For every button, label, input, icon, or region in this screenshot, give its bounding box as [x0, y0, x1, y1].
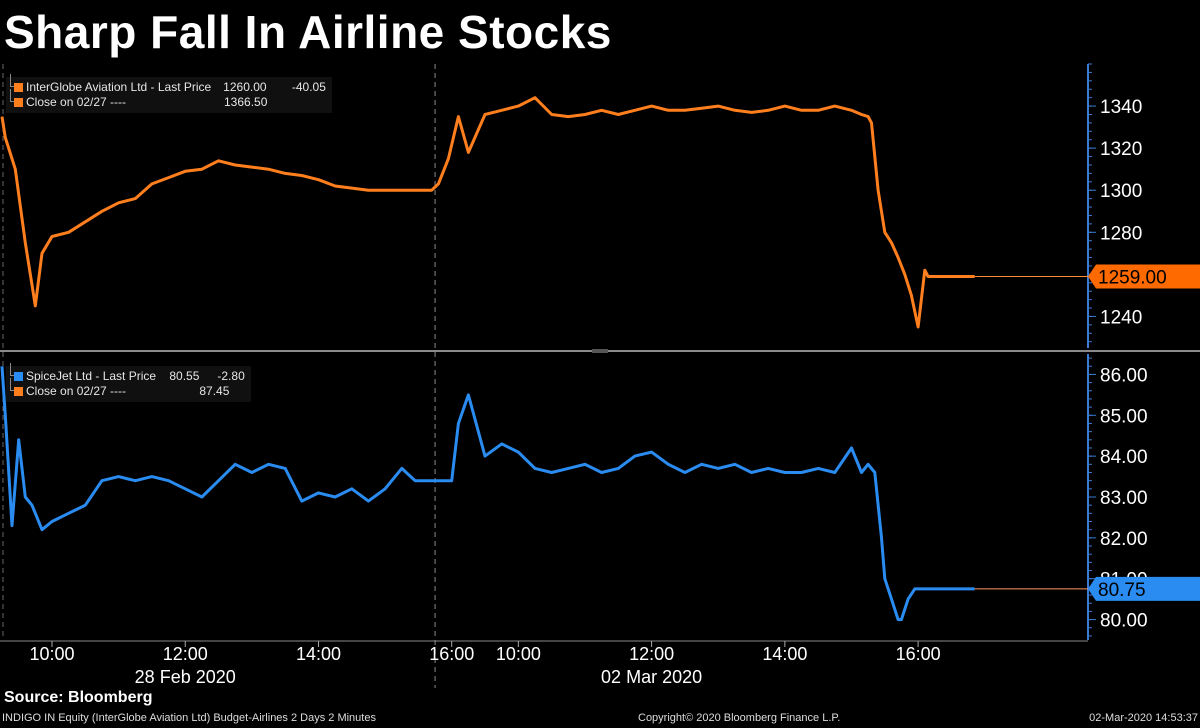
last-value-label-interglobe: 1259.00: [1098, 267, 1167, 288]
chart-title: Sharp Fall In Airline Stocks: [4, 6, 612, 58]
legend-row-series: InterGlobe Aviation Ltd - Last Price 126…: [10, 74, 326, 95]
axes-layer: [0, 63, 1096, 647]
legend-swatch-orange: [14, 83, 23, 92]
legend-series-label: InterGlobe Aviation Ltd - Last Price: [26, 80, 212, 94]
last-value-tag-spicejet: [1088, 576, 1200, 601]
legend-series-value: 1260.00: [223, 80, 267, 94]
x-tick-label: 10:00: [29, 644, 74, 664]
footer-copyright: Copyright© 2020 Bloomberg Finance L.P.: [638, 712, 841, 724]
y-tick-label: 85.00: [1100, 406, 1148, 427]
x-day-label: 02 Mar 2020: [601, 667, 702, 687]
source-note: Source: Bloomberg: [4, 689, 153, 706]
legend-series-change: -40.05: [291, 80, 326, 94]
series-line-spicejet: [0, 366, 975, 622]
legend-swatch-blue: [14, 372, 23, 381]
legend-spicejet: SpiceJet Ltd - Last Price 80.55 -2.80 Cl…: [6, 363, 251, 402]
legend-close-value: 87.45: [199, 384, 230, 398]
labels-layer: 1240126012801300132013401259.0080.0081.0…: [29, 97, 1200, 687]
legend-series-label: SpiceJet Ltd - Last Price: [26, 369, 157, 383]
y-tick-label: 1300: [1100, 181, 1142, 202]
grid-layer: [0, 64, 1200, 688]
x-tick-label: 16:00: [896, 644, 941, 664]
y-tick-label: 80.00: [1100, 611, 1148, 632]
last-value-label-spicejet: 80.75: [1098, 580, 1146, 601]
x-tick-label: 14:00: [762, 644, 807, 664]
x-tick-label: 16:00: [429, 644, 474, 664]
last-value-tag-interglobe: [1088, 264, 1200, 289]
x-tick-label: 14:00: [296, 644, 341, 664]
y-tick-label: 1320: [1100, 139, 1142, 160]
x-day-label: 28 Feb 2020: [135, 667, 236, 687]
footer-description: INDIGO IN Equity (InterGlobe Aviation Lt…: [2, 712, 376, 724]
panel-resize-handle: [592, 349, 608, 353]
y-tick-label: 82.00: [1100, 529, 1148, 550]
x-tick-label: 12:00: [629, 644, 674, 664]
y-tick-label: 86.00: [1100, 365, 1148, 386]
y-tick-label: 1240: [1100, 307, 1142, 328]
y-tick-label: 1340: [1100, 97, 1142, 118]
series-layer: [0, 96, 1088, 622]
series-line-interglobe: [0, 96, 975, 329]
legend-row-close: Close on 02/27 ---- 87.45: [10, 378, 245, 399]
footer-timestamp: 02-Mar-2020 14:53:37: [1089, 712, 1198, 724]
legend-close-label: Close on 02/27 ----: [26, 95, 127, 109]
chart-area: 1240126012801300132013401259.0080.0081.0…: [0, 63, 1200, 688]
legend-close-value: 1366.50: [224, 95, 268, 109]
y-tick-label: 84.00: [1100, 447, 1148, 468]
legend-series-value: 80.55: [169, 369, 200, 383]
legend-row-series: SpiceJet Ltd - Last Price 80.55 -2.80: [10, 363, 245, 384]
legend-row-close: Close on 02/27 ---- 1366.50: [10, 89, 326, 110]
legend-swatch-close: [14, 387, 23, 396]
legend-swatch-close: [14, 98, 23, 107]
y-tick-label: 1280: [1100, 223, 1142, 244]
y-tick-label: 83.00: [1100, 488, 1148, 509]
x-tick-label: 10:00: [496, 644, 541, 664]
legend-close-label: Close on 02/27 ----: [26, 384, 127, 398]
x-tick-label: 12:00: [163, 644, 208, 664]
legend-interglobe: InterGlobe Aviation Ltd - Last Price 126…: [6, 74, 332, 113]
legend-series-change: -2.80: [217, 369, 245, 383]
